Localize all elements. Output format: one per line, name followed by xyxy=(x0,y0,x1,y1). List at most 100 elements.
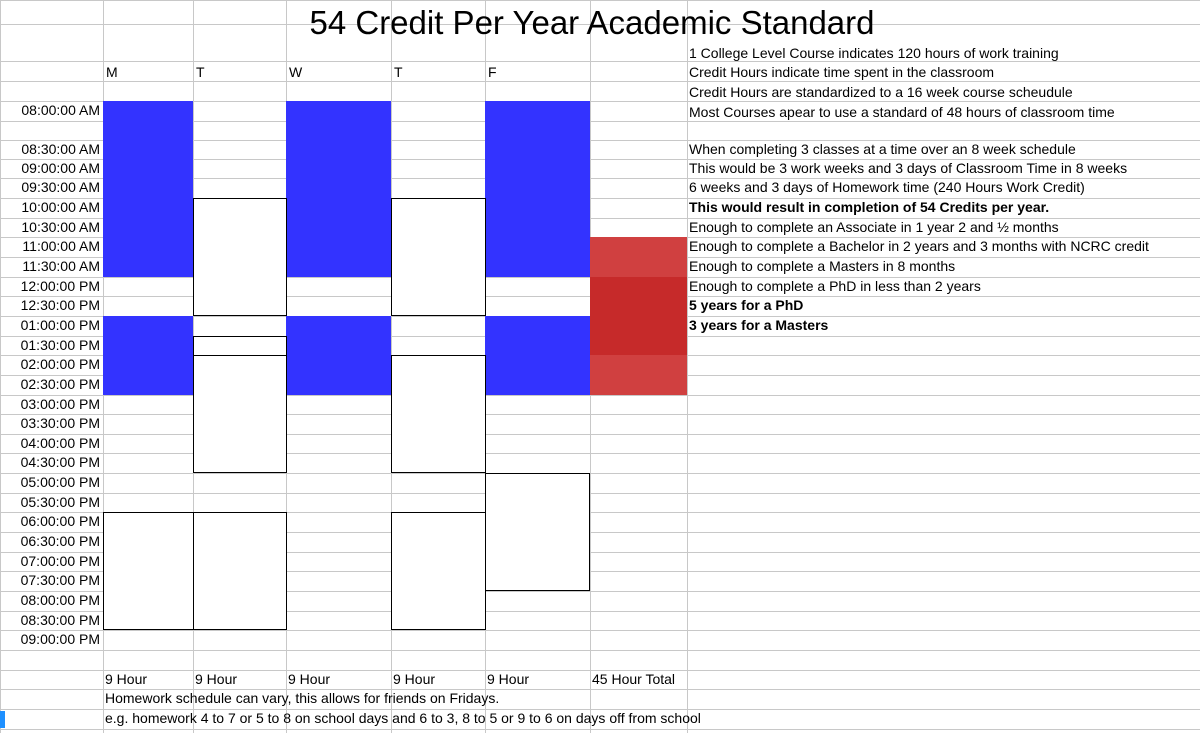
row-gridline xyxy=(0,512,1200,513)
row-gridline xyxy=(0,140,1200,141)
class-block-fri-morning[interactable] xyxy=(485,101,590,277)
note-line: 3 years for a Masters xyxy=(689,317,829,333)
total-week: 45 Hour Total xyxy=(592,671,676,687)
time-label: 10:00:00 AM xyxy=(21,199,100,215)
row-gridline xyxy=(0,395,1200,396)
column-gridline xyxy=(0,0,1,733)
class-block-mon-morning[interactable] xyxy=(103,101,193,277)
note-line: This would be 3 work weeks and 3 days of… xyxy=(689,160,1128,176)
day-header-fri: F xyxy=(488,64,497,80)
row-gridline xyxy=(0,729,1200,730)
note-line: Credit Hours indicate time spent in the … xyxy=(689,64,995,80)
homework-block-thu-evening[interactable] xyxy=(391,512,486,630)
time-label: 01:00:00 PM xyxy=(20,317,100,333)
note-line: Enough to complete a Masters in 8 months xyxy=(689,258,956,274)
selection-indicator xyxy=(0,711,5,728)
class-block-fri-afternoon[interactable] xyxy=(485,316,590,395)
homework-block-tue-evening[interactable] xyxy=(193,512,287,630)
note-line: When completing 3 classes at a time over… xyxy=(689,141,1076,157)
column-gridline xyxy=(687,0,688,733)
row-gridline xyxy=(0,414,1200,415)
homework-block-tue-lunch[interactable] xyxy=(193,336,287,356)
row-gridline xyxy=(0,650,1200,651)
row-gridline xyxy=(0,591,1200,592)
row-gridline xyxy=(0,159,1200,160)
time-label: 02:30:00 PM xyxy=(20,376,100,392)
summary-block-bottom[interactable] xyxy=(590,355,687,395)
row-gridline xyxy=(0,101,1200,102)
row-gridline xyxy=(0,121,1200,122)
time-label: 12:00:00 PM xyxy=(20,278,100,294)
time-label: 03:30:00 PM xyxy=(20,415,100,431)
time-label: 12:30:00 PM xyxy=(20,297,100,313)
note-line: Credit Hours are standardized to a 16 we… xyxy=(689,84,1073,100)
total-wed: 9 Hour xyxy=(288,671,331,687)
time-label: 08:00:00 AM xyxy=(21,102,100,118)
total-thu: 9 Hour xyxy=(393,671,436,687)
day-header-thu: T xyxy=(394,64,403,80)
row-gridline xyxy=(0,532,1200,533)
page-title: 54 Credit Per Year Academic Standard xyxy=(309,4,875,41)
note-line: Enough to complete an Associate in 1 yea… xyxy=(689,219,1059,235)
homework-block-tue-afternoon[interactable] xyxy=(193,355,287,473)
day-header-wed: W xyxy=(289,64,303,80)
time-label: 06:00:00 PM xyxy=(20,513,100,529)
note-line: 6 weeks and 3 days of Homework time (240… xyxy=(689,179,1085,195)
time-label: 09:30:00 AM xyxy=(21,179,100,195)
note-line: 1 College Level Course indicates 120 hou… xyxy=(689,45,1059,61)
homework-block-mon-evening[interactable] xyxy=(103,512,194,630)
row-gridline xyxy=(0,434,1200,435)
time-label: 08:00:00 PM xyxy=(20,592,100,608)
row-gridline xyxy=(0,198,1200,199)
time-label: 07:30:00 PM xyxy=(20,572,100,588)
class-block-mon-afternoon[interactable] xyxy=(103,316,193,395)
footer-note-2: e.g. homework 4 to 7 or 5 to 8 on school… xyxy=(105,710,701,726)
row-gridline xyxy=(0,81,1200,82)
time-label: 05:30:00 PM xyxy=(20,494,100,510)
time-label: 08:30:00 AM xyxy=(21,141,100,157)
row-gridline xyxy=(0,571,1200,572)
time-label: 08:30:00 PM xyxy=(20,612,100,628)
day-header-mon: M xyxy=(106,64,118,80)
row-gridline xyxy=(0,630,1200,631)
time-label: 09:00:00 AM xyxy=(21,160,100,176)
time-label: 04:00:00 PM xyxy=(20,435,100,451)
time-label: 11:00:00 AM xyxy=(22,238,100,254)
day-header-tue: T xyxy=(196,64,205,80)
class-block-wed-morning[interactable] xyxy=(286,101,391,277)
row-gridline xyxy=(0,218,1200,219)
homework-block-thu-midday[interactable] xyxy=(391,198,486,316)
row-gridline xyxy=(0,493,1200,494)
time-label: 07:00:00 PM xyxy=(20,553,100,569)
time-label: 04:30:00 PM xyxy=(20,454,100,470)
total-mon: 9 Hour xyxy=(105,671,148,687)
row-gridline xyxy=(0,0,1200,1)
row-gridline xyxy=(0,473,1200,474)
total-fri: 9 Hour xyxy=(487,671,530,687)
footer-note-1: Homework schedule can vary, this allows … xyxy=(105,690,500,706)
row-gridline xyxy=(0,61,1200,62)
row-gridline xyxy=(0,670,1200,671)
summary-block-top[interactable] xyxy=(590,237,687,277)
homework-block-tue-midday[interactable] xyxy=(193,198,287,316)
note-line: 5 years for a PhD xyxy=(689,297,804,313)
row-gridline xyxy=(0,24,1200,25)
row-gridline xyxy=(0,453,1200,454)
note-line: This would result in completion of 54 Cr… xyxy=(689,199,1050,215)
time-label: 03:00:00 PM xyxy=(20,396,100,412)
total-tue: 9 Hour xyxy=(195,671,238,687)
note-line: Enough to complete a Bachelor in 2 years… xyxy=(689,238,1149,254)
homework-block-thu-afternoon[interactable] xyxy=(391,355,486,473)
row-gridline xyxy=(0,178,1200,179)
time-label: 06:30:00 PM xyxy=(20,533,100,549)
time-label: 09:00:00 PM xyxy=(20,631,100,647)
time-label: 02:00:00 PM xyxy=(20,356,100,372)
summary-block-middle[interactable] xyxy=(590,277,687,355)
row-gridline xyxy=(0,709,1200,710)
homework-block-fri-evening[interactable] xyxy=(485,473,590,591)
note-line: Enough to complete a PhD in less than 2 … xyxy=(689,278,981,294)
class-block-wed-afternoon[interactable] xyxy=(286,316,391,395)
row-gridline xyxy=(0,689,1200,690)
time-label: 11:30:00 AM xyxy=(22,258,100,274)
